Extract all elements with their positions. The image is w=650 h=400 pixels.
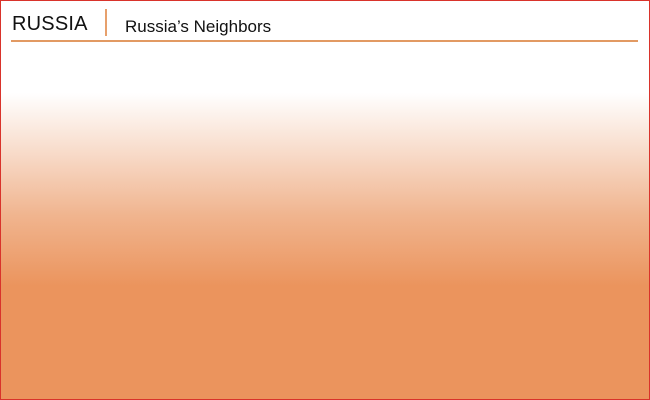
title-divider — [105, 9, 107, 36]
header-underline — [11, 40, 638, 42]
slide-title: Russia’s Neighbors — [125, 17, 272, 36]
section-title: RUSSIA — [12, 13, 88, 35]
